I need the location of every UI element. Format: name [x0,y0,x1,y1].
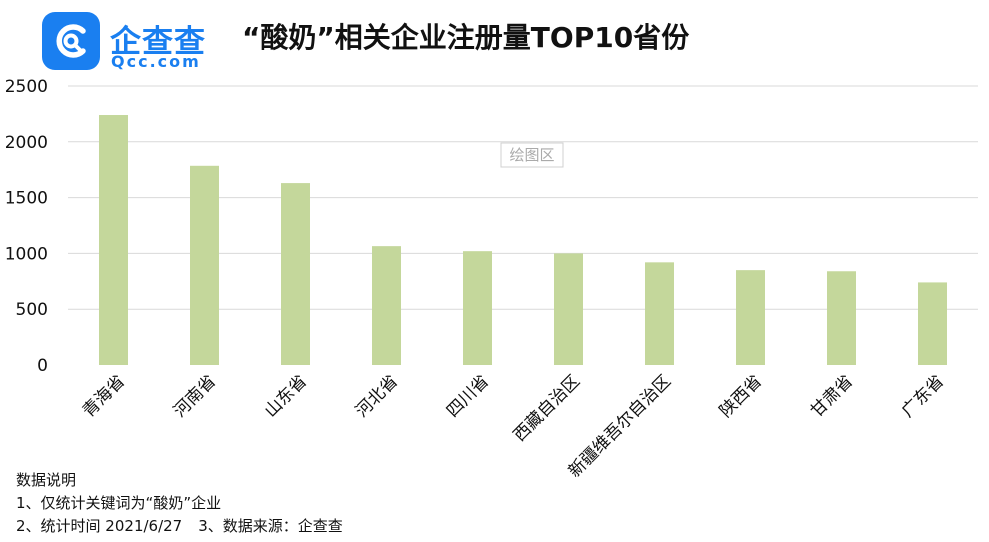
bar [99,115,128,366]
y-tick-label: 0 [37,356,48,376]
bar [736,270,765,365]
x-tick-label: 河北省 [352,371,402,421]
notes-heading: 数据说明 [16,471,77,489]
bar [645,262,674,365]
y-tick-label: 1000 [5,244,48,264]
x-tick-label: 山东省 [261,371,311,421]
plot-area-label: 绘图区 [509,146,554,164]
logo-icon [42,12,100,70]
data-notes: 数据说明 1、仅统计关键词为“酸奶”企业 2、统计时间 2021/6/27 3、数… [16,469,343,538]
x-tick-label: 西藏自治区 [510,371,584,445]
y-tick-label: 1500 [5,189,48,209]
bar [827,271,856,365]
bar [281,183,310,365]
bar [918,282,947,365]
notes-time: 2、统计时间 2021/6/27 [16,517,183,535]
logo-text-cn: 企查查 [110,24,206,60]
x-tick-label: 广东省 [898,371,948,421]
notes-line-2: 2、统计时间 2021/6/27 3、数据来源：企查查 [16,515,343,538]
x-tick-label: 四川省 [443,371,493,421]
chart-title: “酸奶”相关企业注册量TOP10省份 [242,21,690,54]
bar [463,251,492,365]
x-tick-label: 青海省 [79,371,129,421]
notes-line-1: 1、仅统计关键词为“酸奶”企业 [16,494,222,512]
logo-text-en: Qcc.com [111,52,201,71]
bar [372,246,401,365]
notes-source: 3、数据来源：企查查 [198,517,343,535]
bar [190,165,219,365]
x-tick-label: 陕西省 [716,371,766,421]
bar [554,253,583,365]
plot-area-label-box [500,142,564,168]
x-tick-label: 河南省 [170,371,220,421]
y-tick-label: 500 [16,300,48,320]
y-tick-label: 2000 [5,133,48,153]
y-tick-label: 2500 [5,77,48,97]
x-tick-label: 甘肃省 [807,371,857,421]
